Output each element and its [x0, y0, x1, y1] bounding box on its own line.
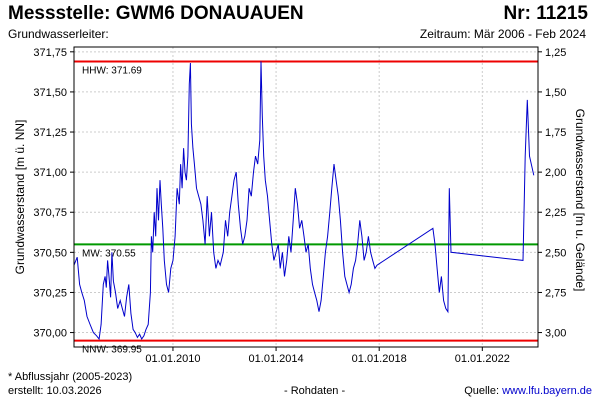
y-tick-label-right: 1,75: [545, 127, 566, 139]
x-tick-label: 01.01.2022: [455, 353, 510, 365]
y-tick-label-right: 1,50: [545, 87, 566, 99]
y-tick-label-right: 2,25: [545, 207, 566, 219]
x-tick-label: 01.01.2014: [249, 353, 304, 365]
ref-label-mw: MW: 370.55: [82, 248, 136, 259]
y-tick-label-left: 370,25: [33, 287, 67, 299]
x-ticks: 01.01.2010 01.01.2014 01.01.2018 01.01.2022: [145, 347, 510, 365]
y-axis-label-right: Grundwasserstand [m u. Gelände]: [573, 109, 587, 292]
ref-label-bg-mw: [79, 246, 141, 260]
y-tick-label-right: 1,25: [545, 47, 566, 59]
y-tick-label-right: 2,50: [545, 247, 566, 259]
source-link[interactable]: www.lfu.bayern.de: [502, 385, 592, 397]
y-tick-label-right: 2,75: [545, 287, 566, 299]
y-tick-label-left: 370,00: [33, 328, 67, 340]
series-line: [73, 61, 535, 341]
y-ticks-right: 1,25 1,50 1,75 2,00 2,25 2,50 2,75 3,00: [538, 47, 566, 340]
ref-label-bg-hhw: [79, 63, 147, 77]
plot-frame: [73, 46, 539, 348]
y-tick-label-left: 371,75: [33, 47, 67, 59]
x-tick-label: 01.01.2010: [145, 353, 200, 365]
rawdata-label: - Rohdaten -: [284, 385, 346, 397]
y-ticks-left: 370,00 370,25 370,50 370,75 371,00 371,25 371,…: [33, 47, 74, 340]
y-tick-label-left: 371,00: [33, 167, 67, 179]
grid: [74, 47, 538, 347]
y-axis-label-left: Grundwasserstand [m ü. NN]: [13, 120, 27, 275]
y-tick-label-left: 370,50: [33, 247, 67, 259]
page-title: Messstelle: GWM6 DONAUAUEN: [8, 3, 304, 24]
x-tick-label: 01.01.2018: [352, 353, 407, 365]
y-tick-label-right: 2,00: [545, 167, 566, 179]
y-tick-label-left: 371,25: [33, 127, 67, 139]
created-date: erstellt: 10.03.2026: [8, 385, 102, 397]
aquifer-label: Grundwasserleiter:: [8, 27, 109, 41]
source-label: Quelle:: [464, 385, 503, 397]
ref-label-nnw: NNW: 369.95: [82, 345, 142, 356]
ref-label-hhw: HHW: 371.69: [82, 65, 142, 76]
reference-lines: HHW: 371.69 MW: 370.55 NNW: 369.95: [74, 60, 538, 356]
source: Quelle: www.lfu.bayern.de: [464, 385, 592, 397]
ref-label-bg-nnw: [79, 342, 147, 356]
y-tick-label-right: 3,00: [545, 328, 566, 340]
period-label: Zeitraum: Mär 2006 - Feb 2024: [419, 27, 586, 41]
footnote: * Abflussjahr (2005-2023): [8, 371, 133, 383]
y-tick-label-left: 370,75: [33, 207, 67, 219]
y-tick-label-left: 371,50: [33, 87, 67, 99]
station-number: Nr: 11215: [503, 3, 588, 24]
